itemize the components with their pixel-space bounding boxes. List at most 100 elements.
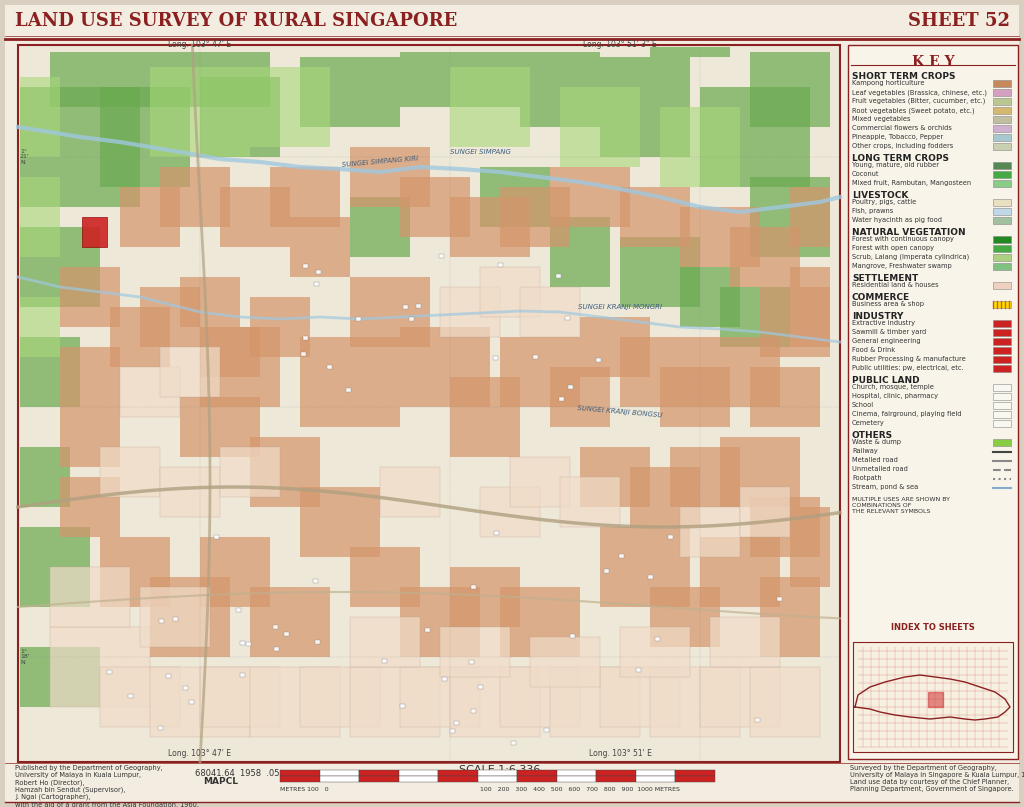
Bar — [400, 587, 480, 657]
Text: METRES 100   0: METRES 100 0 — [280, 787, 329, 792]
Bar — [993, 347, 1011, 354]
Bar — [450, 667, 540, 737]
Bar — [620, 337, 700, 407]
Text: Cinema, fairground, playing field: Cinema, fairground, playing field — [852, 411, 962, 417]
Bar — [777, 597, 782, 601]
Bar — [556, 274, 561, 278]
Bar — [100, 537, 170, 607]
Bar — [993, 338, 1011, 345]
Text: Metalled road: Metalled road — [852, 457, 898, 463]
Bar — [993, 329, 1011, 336]
Bar — [993, 411, 1011, 418]
Bar — [280, 776, 319, 782]
Bar — [454, 721, 459, 725]
Bar — [270, 167, 340, 227]
Bar — [359, 770, 398, 776]
Text: Mangrove, Freshwater swamp: Mangrove, Freshwater swamp — [852, 263, 951, 269]
Text: School: School — [852, 402, 874, 408]
Bar — [120, 367, 180, 417]
Bar — [853, 642, 1013, 752]
Bar — [557, 776, 596, 782]
Bar — [471, 709, 476, 713]
Text: Long. 103° 51' E: Long. 103° 51' E — [589, 749, 651, 758]
Bar — [618, 554, 624, 558]
Bar — [993, 107, 1011, 114]
Bar — [398, 776, 438, 782]
Bar — [700, 87, 810, 187]
Bar — [100, 87, 190, 187]
Bar — [20, 77, 60, 157]
Bar — [993, 208, 1011, 215]
Bar — [350, 667, 440, 737]
Bar — [350, 547, 420, 607]
Bar — [993, 320, 1011, 327]
Bar — [480, 167, 550, 227]
Bar — [636, 776, 676, 782]
Bar — [993, 402, 1011, 409]
Bar — [559, 397, 564, 401]
Text: SETTLEMENT: SETTLEMENT — [852, 274, 919, 283]
Bar — [60, 477, 120, 537]
Bar — [50, 567, 130, 627]
Bar — [680, 507, 740, 557]
Bar — [596, 776, 636, 782]
Bar — [273, 625, 278, 629]
Text: Stream, pond & sea: Stream, pond & sea — [852, 484, 919, 490]
Bar — [120, 187, 180, 247]
Bar — [750, 367, 820, 427]
Text: SUNGEI SIMPANG KIRI: SUNGEI SIMPANG KIRI — [341, 156, 419, 169]
Text: Church, mosque, temple: Church, mosque, temple — [852, 384, 934, 390]
Bar — [557, 770, 596, 776]
Bar — [620, 627, 690, 677]
Bar — [560, 477, 620, 527]
Bar — [928, 692, 943, 707]
Text: Extractive industry: Extractive industry — [852, 320, 915, 326]
Text: INDUSTRY: INDUSTRY — [852, 312, 903, 321]
Bar — [993, 420, 1011, 427]
Bar — [20, 647, 100, 707]
Text: Rubber Processing & manufacture: Rubber Processing & manufacture — [852, 356, 966, 362]
Text: PUBLIC LAND: PUBLIC LAND — [852, 376, 920, 385]
Bar — [60, 347, 120, 407]
Text: Root vegetables (Sweet potato, etc.): Root vegetables (Sweet potato, etc.) — [852, 107, 975, 114]
Bar — [498, 263, 503, 267]
Bar — [106, 670, 112, 674]
Text: Pineapple, Tobacco, Pepper: Pineapple, Tobacco, Pepper — [852, 134, 943, 140]
Bar — [159, 619, 164, 623]
Bar — [300, 667, 380, 727]
Bar — [160, 347, 220, 397]
Bar — [250, 437, 319, 507]
Bar — [350, 147, 430, 207]
Bar — [236, 608, 241, 612]
Bar — [300, 337, 400, 427]
Text: Poultry, pigs, cattle: Poultry, pigs, cattle — [852, 199, 916, 205]
Bar — [356, 317, 361, 321]
Bar — [550, 217, 610, 287]
Bar — [993, 98, 1011, 105]
Bar — [993, 180, 1011, 187]
Bar — [250, 67, 330, 147]
Bar — [517, 770, 557, 776]
Bar — [993, 301, 1011, 308]
Bar — [450, 197, 530, 257]
Bar — [438, 770, 478, 776]
Bar — [290, 217, 350, 277]
Bar — [680, 207, 760, 267]
Text: Footpath: Footpath — [852, 475, 882, 481]
Bar — [720, 437, 800, 507]
Bar — [720, 287, 790, 347]
Bar — [655, 637, 660, 641]
Text: Kampong horticulture: Kampong horticulture — [852, 80, 925, 86]
Bar — [570, 634, 575, 638]
Bar — [993, 171, 1011, 178]
Bar — [993, 245, 1011, 252]
Bar — [596, 770, 636, 776]
Text: Water hyacinth as pig food: Water hyacinth as pig food — [852, 217, 942, 223]
Text: General engineering: General engineering — [852, 338, 921, 344]
Bar — [440, 287, 500, 337]
Bar — [200, 327, 280, 407]
Bar — [160, 467, 220, 517]
Bar — [246, 642, 251, 646]
Bar — [439, 254, 444, 258]
Bar — [790, 507, 830, 587]
